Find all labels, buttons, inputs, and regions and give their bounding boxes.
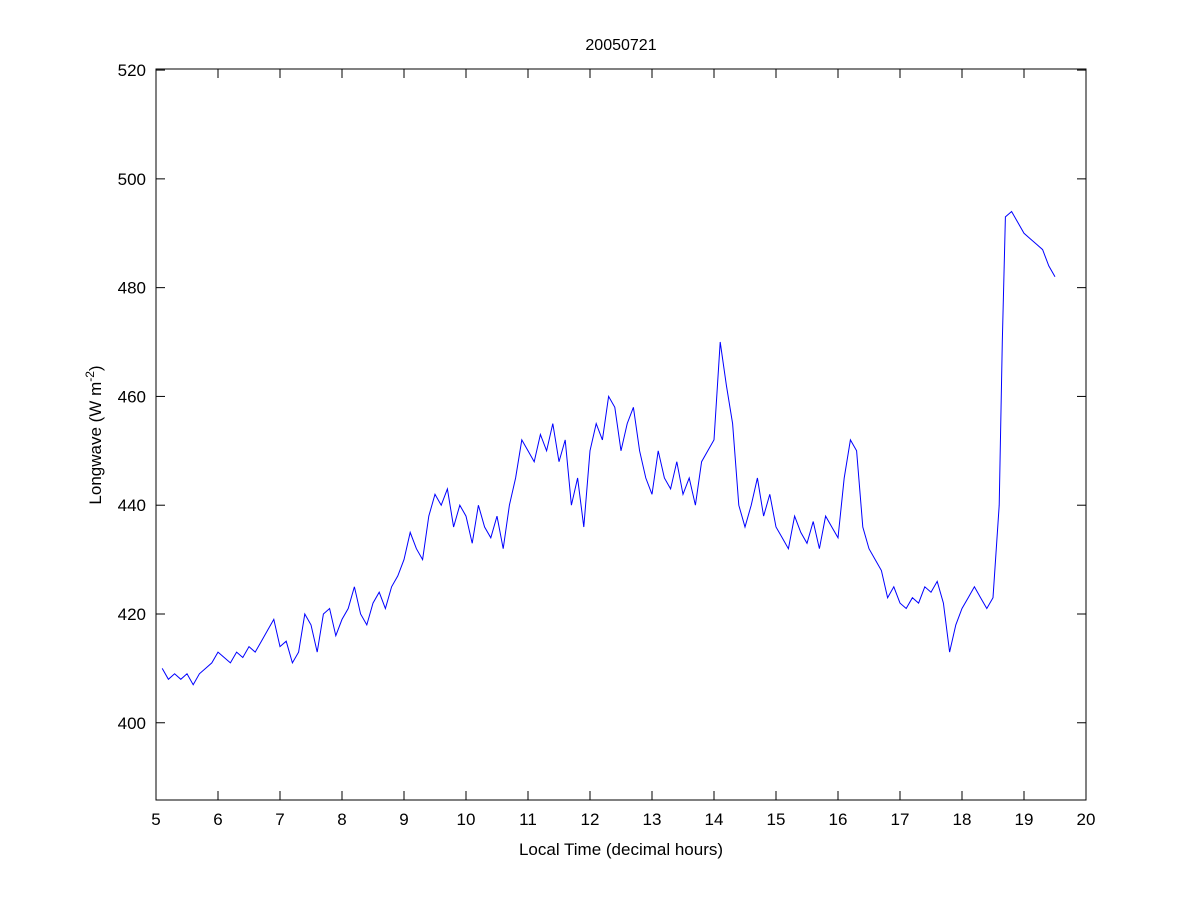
x-tick-label: 15: [767, 810, 786, 829]
x-tick-label: 12: [581, 810, 600, 829]
plot-frame: [155, 68, 1087, 801]
x-tick-label: 20: [1077, 810, 1096, 829]
x-tick-label: 9: [399, 810, 408, 829]
y-tick-label: 480: [118, 279, 146, 298]
y-tick-label: 440: [118, 496, 146, 515]
x-tick-label: 10: [457, 810, 476, 829]
x-axis-label: Local Time (decimal hours): [519, 840, 723, 859]
x-tick-label: 18: [953, 810, 972, 829]
x-tick-label: 13: [643, 810, 662, 829]
x-tick-label: 5: [151, 810, 160, 829]
y-tick-label: 460: [118, 387, 146, 406]
y-axis-label-main: Longwave (W m: [86, 382, 105, 505]
series-line-longwave: [161, 210, 1056, 686]
x-tick-label: 19: [1015, 810, 1034, 829]
x-tick-label: 7: [275, 810, 284, 829]
x-tick-label: 11: [519, 810, 537, 829]
y-axis-label: Longwave (W m-2): [83, 365, 105, 504]
x-tick-label: 16: [829, 810, 848, 829]
y-tick-label: 400: [118, 714, 146, 733]
x-tick-label: 17: [891, 810, 910, 829]
y-axis-label-close: ): [86, 365, 105, 371]
chart-title: 20050721: [585, 37, 656, 54]
x-tick-label: 14: [705, 810, 724, 829]
x-tick-label: 6: [213, 810, 222, 829]
y-axis-label-sup: -2: [83, 371, 97, 382]
x-tick-label: 8: [337, 810, 346, 829]
y-tick-label: 520: [118, 61, 146, 80]
y-tick-label: 500: [118, 170, 146, 189]
y-tick-label: 420: [118, 605, 146, 624]
axis-ticks: 5 6 7 8 9 10 11 12 13 14 15 16 17 18 19 20 400 420 440 460 4…: [118, 61, 1096, 829]
